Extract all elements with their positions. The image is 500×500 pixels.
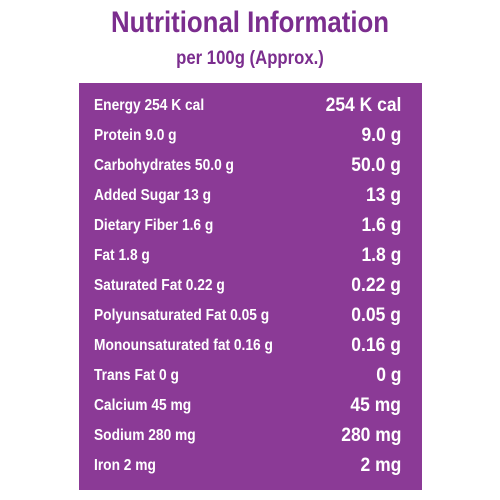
nutrient-row-saturated-fat: Saturated Fat 0.22 g 0.22 g (79, 271, 422, 301)
nutrient-row-iron: Iron 2 mg 2 mg (79, 451, 422, 481)
nutrient-row-added-sugar: Added Sugar 13 g 13 g (79, 181, 422, 211)
nutrient-row-protein: Protein 9.0 g 9.0 g (79, 121, 422, 151)
nutrient-row-monounsaturated-fat: Monounsaturated fat 0.16 g 0.16 g (79, 331, 422, 361)
page-subtitle: per 100g (Approx.) (176, 48, 324, 69)
nutrient-label: Energy 254 K cal (94, 97, 205, 114)
nutrient-value: 280 mg (340, 425, 401, 446)
nutrient-value: 0 g (375, 365, 401, 386)
nutrient-value: 50.0 g (351, 155, 401, 176)
nutrient-value: 254 K cal (325, 95, 401, 116)
nutrient-row-trans-fat: Trans Fat 0 g 0 g (79, 361, 422, 391)
nutrient-row-fat: Fat 1.8 g 1.8 g (79, 241, 422, 271)
nutrient-label: Added Sugar 13 g (94, 187, 211, 204)
nutrition-table: Energy 254 K cal 254 K cal Protein 9.0 g… (79, 83, 422, 490)
nutrient-value: 45 mg (350, 395, 401, 416)
nutrient-label: Monounsaturated fat 0.16 g (94, 337, 273, 354)
nutrient-value: 13 g (366, 185, 401, 206)
nutrient-row-polyunsaturated-fat: Polyunsaturated Fat 0.05 g 0.05 g (79, 301, 422, 331)
nutrient-value: 0.22 g (351, 275, 401, 296)
nutrient-label: Protein 9.0 g (94, 127, 177, 144)
nutrient-value: 1.6 g (361, 215, 401, 236)
nutrient-row-dietary-fiber: Dietary Fiber 1.6 g 1.6 g (79, 211, 422, 241)
nutrient-row-energy: Energy 254 K cal 254 K cal (79, 91, 422, 121)
page-title: Nutritional Information (110, 6, 390, 39)
nutrient-label: Trans Fat 0 g (94, 367, 179, 384)
nutrient-label: Iron 2 mg (94, 457, 156, 474)
nutrient-label: Calcium 45 mg (94, 397, 192, 414)
nutrient-value: 2 mg (360, 455, 401, 476)
nutrient-label: Saturated Fat 0.22 g (94, 277, 225, 294)
nutrient-label: Sodium 280 mg (94, 427, 196, 444)
nutrient-label: Polyunsaturated Fat 0.05 g (94, 307, 270, 324)
nutrient-value: 1.8 g (361, 245, 401, 266)
nutrient-value: 9.0 g (361, 125, 401, 146)
nutrient-label: Dietary Fiber 1.6 g (94, 217, 214, 234)
nutrient-row-sodium: Sodium 280 mg 280 mg (79, 421, 422, 451)
nutrient-label: Carbohydrates 50.0 g (94, 157, 234, 174)
nutrient-value: 0.05 g (351, 305, 401, 326)
nutrient-label: Fat 1.8 g (94, 247, 150, 264)
nutrient-row-carbohydrates: Carbohydrates 50.0 g 50.0 g (79, 151, 422, 181)
nutrient-row-calcium: Calcium 45 mg 45 mg (79, 391, 422, 421)
nutrient-value: 0.16 g (351, 335, 401, 356)
